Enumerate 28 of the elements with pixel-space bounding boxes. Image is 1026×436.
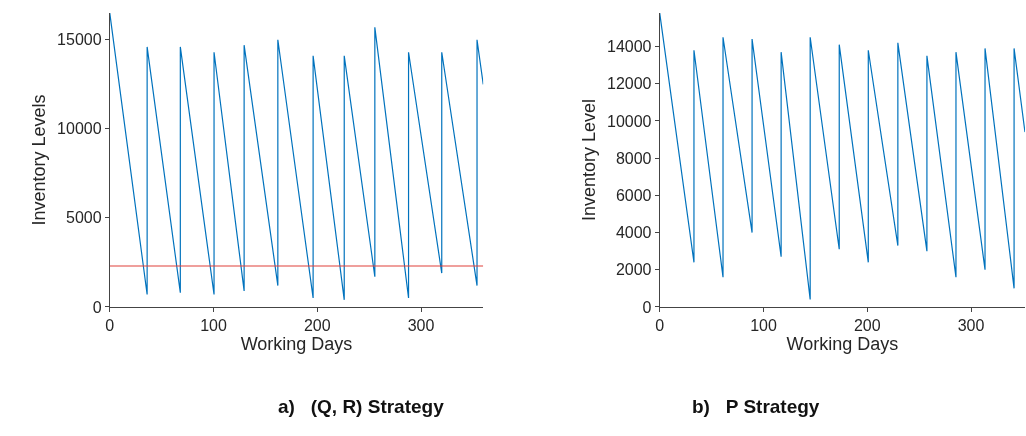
x-tick-label: 300 <box>957 317 985 335</box>
y-tick-label: 15000 <box>57 31 102 49</box>
x-tick-label: 0 <box>655 317 665 335</box>
x-tick-label: 100 <box>750 317 777 335</box>
y-axis-title: Inventory Levels <box>29 94 50 226</box>
y-tick-label: 5000 <box>65 209 102 227</box>
x-tick-label: 100 <box>200 317 227 335</box>
y-tick-label: 4000 <box>615 224 652 242</box>
x-tick-label: 200 <box>303 317 331 335</box>
x-tick-label: 0 <box>105 317 115 335</box>
x-tick-label: 200 <box>853 317 881 335</box>
x-axis-title: Working Days <box>240 334 353 355</box>
x-tick-label: 300 <box>407 317 435 335</box>
line-series <box>659 13 1025 301</box>
y-tick-label: 12000 <box>607 75 652 93</box>
y-tick-label: 10000 <box>607 112 652 130</box>
y-tick-label: 6000 <box>615 186 652 204</box>
y-tick-label: 0 <box>92 298 102 316</box>
y-tick-label: 10000 <box>57 120 102 138</box>
y-tick-label: 2000 <box>615 261 652 279</box>
x-axis-title: Working Days <box>786 334 899 355</box>
text: a) (Q, R) Strategy <box>278 396 445 417</box>
y-tick-label: 0 <box>642 298 652 316</box>
y-tick-label: 14000 <box>607 38 652 56</box>
y-axis-title: Inventory Level <box>579 98 600 222</box>
y-tick-label: 8000 <box>615 149 652 167</box>
text: b) P Strategy <box>692 396 820 417</box>
line-series <box>109 13 484 301</box>
